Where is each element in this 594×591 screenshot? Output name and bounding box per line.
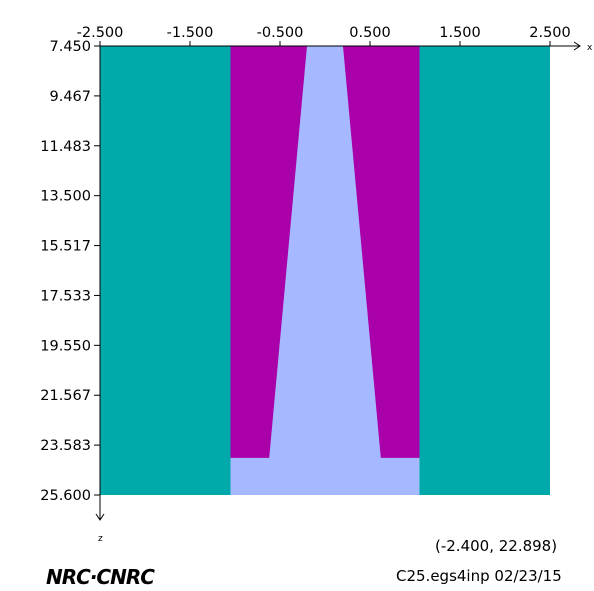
x-tick-label: -0.500 [257, 25, 304, 41]
z-tick-label: 21.567 [40, 388, 91, 404]
x-tick-label: 1.500 [439, 25, 481, 41]
file-info-label: C25.egs4inp 02/23/15 [396, 567, 562, 585]
right-tapered-insert-region[interactable] [343, 46, 420, 458]
z-tick-label: 9.467 [49, 89, 91, 105]
z-tick-label: 7.450 [49, 39, 91, 55]
z-tick-label: 17.533 [40, 288, 91, 304]
z-tick-label: 11.483 [40, 139, 91, 155]
x-axis-ticks: -2.500 -1.500 -0.500 0.500 1.500 2.500 [77, 25, 571, 46]
x-tick-label: 2.500 [529, 25, 571, 41]
z-axis-arrow-icon [95, 513, 105, 521]
z-axis: z 7.450 9.467 11.483 13.500 15.517 17.533 19.5… [40, 39, 105, 544]
left-tapered-insert-region[interactable] [230, 46, 308, 458]
z-tick-label: 23.583 [40, 438, 91, 454]
z-tick-label: 15.517 [40, 239, 91, 255]
x-tick-label: 0.500 [349, 25, 391, 41]
x-axis-letter: x [587, 43, 593, 53]
z-tick-label: 13.500 [40, 189, 91, 205]
x-tick-label: -2.500 [77, 25, 124, 41]
z-axis-ticks: 7.450 9.467 11.483 13.500 15.517 17.533 19.550… [40, 39, 100, 504]
nrc-cnrc-logo: NRC·CNRC [46, 565, 155, 589]
x-tick-label: -1.500 [167, 25, 214, 41]
x-axis: x -2.500 -1.500 -0.500 0.500 1.500 2.500 [77, 25, 593, 53]
z-axis-letter: z [98, 534, 103, 544]
x-axis-arrow-icon [573, 41, 581, 51]
z-tick-label: 19.550 [40, 338, 91, 354]
right-outer-wall-region[interactable] [419, 46, 551, 495]
cursor-coordinate-readout: (-2.400, 22.898) [435, 537, 558, 555]
regions-layer[interactable] [100, 46, 550, 495]
z-tick-label: 25.600 [40, 488, 91, 504]
left-outer-wall-region[interactable] [100, 46, 231, 495]
